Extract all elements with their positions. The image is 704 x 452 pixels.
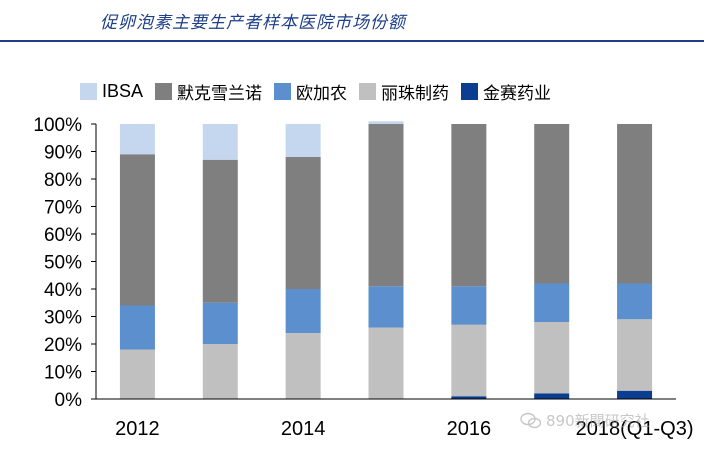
y-tick-label: 50%: [44, 253, 82, 274]
wechat-icon: [520, 412, 542, 428]
x-tick-label: 2012: [115, 418, 160, 440]
bar-segment: [202, 159, 238, 303]
bar-segment: [202, 302, 238, 344]
bar-segment: [119, 349, 155, 399]
y-tick-label: 40%: [44, 280, 82, 301]
watermark-text: 890新聞研究社: [546, 412, 650, 430]
x-tick-label: 2018(Q1-Q3): [576, 418, 694, 440]
bar-segment: [119, 124, 155, 155]
bar-segment: [534, 283, 570, 322]
bar-segment: [202, 344, 238, 399]
legend-swatch: [461, 83, 479, 100]
title-divider: [0, 40, 704, 42]
chart-title: 促卵泡素主要生产者样本医院市场份额: [100, 13, 406, 33]
bar-segment: [285, 124, 321, 157]
x-tick-label: 2016: [447, 418, 492, 440]
bar-segment: [119, 154, 155, 306]
bar-segment: [617, 283, 653, 320]
legend-item: IBSA: [80, 81, 143, 102]
y-tick-label: 80%: [44, 170, 82, 191]
y-tick-label: 10%: [44, 363, 82, 384]
bar-segment: [534, 322, 570, 394]
legend-label: 默克雪兰诺: [177, 84, 263, 104]
legend-swatch: [274, 83, 292, 100]
legend-swatch: [155, 83, 173, 100]
bar-segment: [534, 393, 570, 399]
bar-segment: [368, 286, 404, 328]
bar-segment: [534, 124, 570, 284]
bar-segment: [285, 289, 321, 333]
y-tick-label: 90%: [44, 143, 82, 164]
legend-swatch: [80, 83, 97, 100]
bar-segment: [202, 124, 238, 160]
bar-segment: [285, 157, 321, 289]
legend-label: 欧加农: [296, 84, 348, 104]
legend-label: 丽珠制药: [381, 84, 450, 104]
y-tick-label: 30%: [44, 308, 82, 329]
bar-segment: [285, 333, 321, 399]
legend-item: 欧加农: [274, 79, 347, 104]
y-tick-label: 60%: [44, 225, 82, 246]
bar-segment: [617, 390, 653, 399]
bar-segment: [368, 121, 404, 124]
legend-item: 金赛药业: [461, 79, 551, 104]
legend-label: IBSA: [102, 81, 144, 101]
y-tick-label: 0%: [55, 390, 83, 411]
bar-segment: [119, 305, 155, 350]
legend-label: 金赛药业: [483, 84, 552, 104]
bar-segment: [451, 396, 487, 399]
legend-swatch: [359, 83, 377, 100]
bar-segment: [451, 324, 487, 397]
bar-segment: [451, 124, 487, 287]
bar-segment: [617, 124, 653, 284]
bar-segment: [451, 286, 487, 325]
legend-item: 丽珠制药: [359, 79, 449, 104]
y-tick-label: 100%: [33, 115, 82, 136]
legend-item: 默克雪兰诺: [155, 79, 262, 104]
bar-segment: [617, 319, 653, 391]
y-tick-label: 20%: [44, 335, 82, 356]
y-tick-label: 70%: [44, 198, 82, 219]
x-tick-label: 2014: [281, 418, 326, 440]
chart-legend: IBSA 默克雪兰诺 欧加农 丽珠制药 金赛药业: [80, 79, 563, 104]
bar-segment: [368, 124, 404, 287]
bar-segment: [368, 327, 404, 399]
watermark: 890新聞研究社: [520, 410, 650, 431]
